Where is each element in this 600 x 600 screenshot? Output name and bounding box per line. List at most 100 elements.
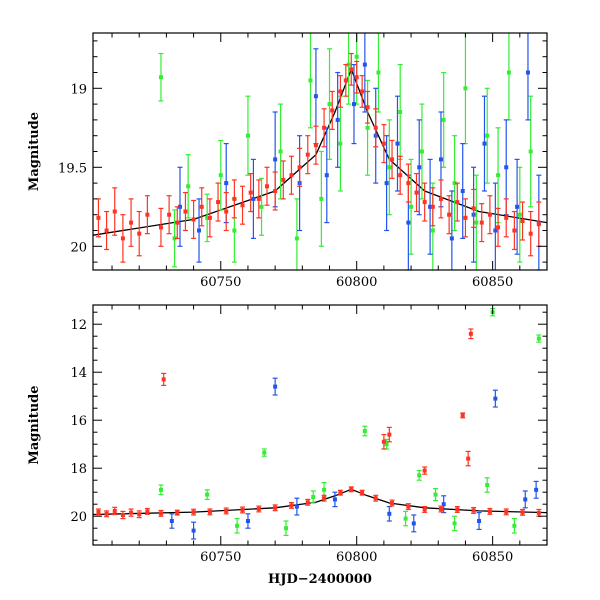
data-point <box>172 236 177 241</box>
data-point <box>406 181 411 186</box>
data-point <box>308 78 313 83</box>
data-point <box>373 496 378 501</box>
data-point <box>248 190 253 195</box>
data-point <box>273 384 278 389</box>
data-point <box>245 133 250 138</box>
data-point <box>479 220 484 225</box>
data-point <box>406 504 411 509</box>
bottom-panel: 60750 60800 60850 12 14 16 18 20 Magnitude HJD−24… <box>27 304 548 587</box>
data-point <box>273 157 278 162</box>
plot-area <box>93 33 547 270</box>
data-point <box>384 181 389 186</box>
data-point <box>403 516 408 521</box>
series-2 <box>95 328 542 520</box>
plot-area <box>93 308 547 540</box>
data-point <box>520 219 525 224</box>
data-point <box>96 509 101 514</box>
data-point <box>245 519 250 523</box>
data-point <box>512 228 517 233</box>
data-point <box>477 519 482 523</box>
data-point <box>387 511 392 516</box>
data-point <box>381 141 386 146</box>
data-point <box>455 507 460 512</box>
data-point <box>536 222 541 227</box>
data-point <box>422 507 427 512</box>
data-point <box>387 165 392 170</box>
x-tick-label: 60750 <box>200 275 241 290</box>
data-point <box>376 70 381 75</box>
x-tick-label: 60800 <box>336 275 377 290</box>
data-point <box>158 75 163 80</box>
data-point <box>218 173 223 178</box>
data-point <box>232 196 237 201</box>
data-point <box>384 442 389 447</box>
data-point <box>197 228 202 233</box>
data-point <box>438 157 443 162</box>
data-point <box>297 165 302 170</box>
data-point <box>417 473 422 478</box>
y-axis-title: Magnitude <box>27 385 42 464</box>
data-point <box>235 523 240 528</box>
data-point <box>311 495 316 499</box>
data-point <box>504 215 509 220</box>
data-point <box>191 528 196 533</box>
data-point <box>256 507 261 511</box>
data-point <box>471 206 476 211</box>
data-point <box>496 225 501 230</box>
top-panel: 60750 60800 60850 19 19.5 20 Magnitude <box>27 32 548 290</box>
data-point <box>365 125 370 130</box>
data-point <box>468 331 473 336</box>
data-point <box>504 509 509 514</box>
data-point <box>362 429 367 433</box>
data-point <box>517 212 522 217</box>
data-point <box>354 54 359 59</box>
data-point <box>175 510 180 515</box>
y-tick-label: 14 <box>70 366 87 381</box>
data-point <box>112 508 117 513</box>
y-axis-title: Magnitude <box>27 112 42 191</box>
data-point <box>409 204 414 209</box>
data-point <box>515 204 520 209</box>
data-point <box>419 149 424 154</box>
data-point <box>430 204 435 209</box>
data-point <box>365 105 370 110</box>
data-point <box>460 413 465 418</box>
data-point <box>145 509 150 514</box>
series-1 <box>169 377 539 540</box>
data-point <box>411 521 416 526</box>
data-point <box>346 62 351 67</box>
data-point <box>390 157 395 162</box>
data-point <box>175 220 180 225</box>
data-point <box>335 117 340 122</box>
y-tick-label: 20 <box>70 240 87 255</box>
data-point <box>441 502 446 507</box>
series-0 <box>158 33 534 270</box>
y-tick-label: 18 <box>70 462 87 477</box>
data-point <box>349 67 354 72</box>
data-point <box>324 173 329 178</box>
data-point <box>191 510 196 515</box>
data-point <box>313 143 318 148</box>
data-point <box>452 181 457 186</box>
data-point <box>112 209 117 214</box>
data-point <box>354 75 359 80</box>
data-point <box>463 86 468 91</box>
data-point <box>536 336 541 341</box>
data-point <box>158 487 163 492</box>
data-point <box>520 510 525 515</box>
data-point <box>96 215 101 220</box>
data-point <box>338 490 343 495</box>
data-point <box>485 483 490 487</box>
data-point <box>224 181 229 186</box>
data-point <box>455 200 460 205</box>
data-point <box>417 165 422 170</box>
y-tick-label: 12 <box>70 318 87 333</box>
data-point <box>493 396 498 401</box>
y-tick-label: 19 <box>70 82 87 97</box>
data-point <box>438 507 443 511</box>
data-point <box>158 511 163 516</box>
data-point <box>205 492 210 497</box>
data-point <box>381 439 386 444</box>
data-point <box>104 511 109 516</box>
